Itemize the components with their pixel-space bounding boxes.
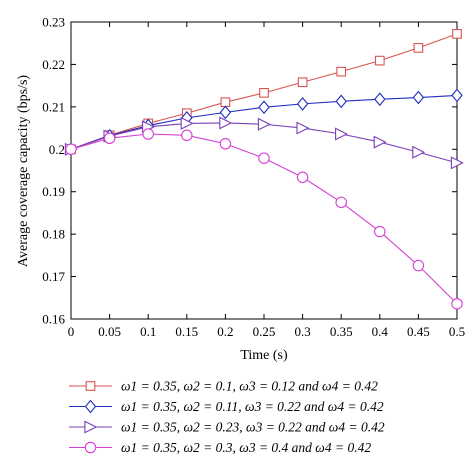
data-point bbox=[219, 138, 232, 150]
y-tick-label: 0.18 bbox=[42, 227, 65, 242]
data-point bbox=[219, 116, 233, 130]
x-tick-label: 0 bbox=[68, 324, 75, 339]
legend-label: ω1 = 0.35, ω2 = 0.3, ω3 = 0.4 and ω4 = 0… bbox=[121, 440, 371, 455]
data-point bbox=[412, 145, 426, 159]
plot-frame bbox=[70, 21, 458, 320]
data-point bbox=[259, 88, 269, 98]
legend-label: ω1 = 0.35, ω2 = 0.11, ω3 = 0.22 and ω4 =… bbox=[121, 399, 384, 414]
data-point bbox=[412, 259, 425, 272]
data-point bbox=[142, 128, 154, 140]
data-point bbox=[258, 152, 270, 164]
legend-marker bbox=[85, 381, 96, 391]
data-point bbox=[103, 132, 116, 145]
data-point bbox=[296, 171, 309, 184]
legend-marker bbox=[84, 420, 98, 434]
data-point bbox=[450, 156, 464, 170]
y-axis-label: Average coverage capacity (bps/s) bbox=[16, 75, 31, 267]
data-point bbox=[219, 105, 232, 120]
data-point bbox=[335, 94, 347, 109]
data-point bbox=[413, 43, 424, 53]
data-point bbox=[374, 55, 385, 66]
data-point bbox=[181, 129, 193, 142]
x-tick-label: 0.1 bbox=[140, 324, 156, 339]
series-3 bbox=[64, 116, 464, 170]
x-tick-label: 0.5 bbox=[449, 324, 465, 339]
x-tick-label: 0.4 bbox=[372, 324, 389, 339]
data-point bbox=[451, 297, 463, 310]
series-layer bbox=[64, 29, 464, 310]
data-point bbox=[297, 77, 308, 88]
data-point bbox=[335, 196, 347, 209]
data-point bbox=[452, 29, 462, 39]
data-point bbox=[65, 143, 77, 156]
y-tick-label: 0.21 bbox=[42, 99, 65, 114]
x-axis-ticks: 0 0.05 0.1 0.15 0.2 0.25 0.3 0.35 0.4 0.45 0.5 bbox=[68, 22, 465, 339]
legend-marker bbox=[84, 399, 97, 414]
x-tick-label: 0.35 bbox=[330, 324, 353, 339]
y-tick-label: 0.22 bbox=[42, 57, 65, 72]
legend-entry: ω1 = 0.35, ω2 = 0.3, ω3 = 0.4 and ω4 = 0… bbox=[69, 440, 371, 455]
x-axis-label: Time (s) bbox=[240, 348, 288, 363]
series-1 bbox=[66, 29, 462, 155]
series-4 bbox=[65, 128, 463, 310]
legend-entry: ω1 = 0.35, ω2 = 0.1, ω3 = 0.12 and ω4 = … bbox=[69, 379, 378, 394]
data-point bbox=[180, 116, 194, 130]
x-tick-label: 0.3 bbox=[294, 324, 310, 339]
data-point bbox=[336, 66, 347, 77]
y-tick-label: 0.16 bbox=[42, 312, 65, 327]
legend: ω1 = 0.35, ω2 = 0.1, ω3 = 0.12 and ω4 = … bbox=[69, 379, 385, 455]
data-point bbox=[373, 135, 387, 149]
data-point bbox=[296, 121, 310, 135]
legend-entry: ω1 = 0.35, ω2 = 0.11, ω3 = 0.22 and ω4 =… bbox=[69, 399, 384, 414]
data-point bbox=[374, 225, 386, 238]
x-tick-label: 0.15 bbox=[175, 324, 198, 339]
y-tick-label: 0.19 bbox=[42, 184, 65, 199]
data-point bbox=[451, 88, 463, 103]
y-tick-label: 0.17 bbox=[42, 269, 65, 284]
y-tick-label: 0.2 bbox=[49, 142, 65, 157]
x-tick-label: 0.2 bbox=[217, 324, 233, 339]
y-tick-label: 0.23 bbox=[42, 15, 65, 30]
legend-entry: ω1 = 0.35, ω2 = 0.23, ω3 = 0.22 and ω4 =… bbox=[69, 420, 385, 435]
legend-label: ω1 = 0.35, ω2 = 0.23, ω3 = 0.22 and ω4 =… bbox=[121, 420, 385, 435]
x-tick-label: 0.05 bbox=[98, 324, 121, 339]
legend-label: ω1 = 0.35, ω2 = 0.1, ω3 = 0.12 and ω4 = … bbox=[121, 379, 378, 394]
data-point bbox=[296, 97, 309, 111]
data-point bbox=[412, 90, 425, 105]
y-axis-ticks: 0.16 0.17 0.18 0.19 0.2 0.21 0.22 0.23 bbox=[42, 15, 457, 327]
x-tick-label: 0.45 bbox=[407, 324, 430, 339]
data-point bbox=[220, 97, 231, 108]
data-point bbox=[258, 100, 270, 115]
data-point bbox=[335, 127, 349, 141]
x-tick-label: 0.25 bbox=[253, 324, 276, 339]
data-point bbox=[257, 117, 271, 131]
data-point bbox=[374, 92, 386, 107]
legend-marker bbox=[84, 441, 97, 454]
